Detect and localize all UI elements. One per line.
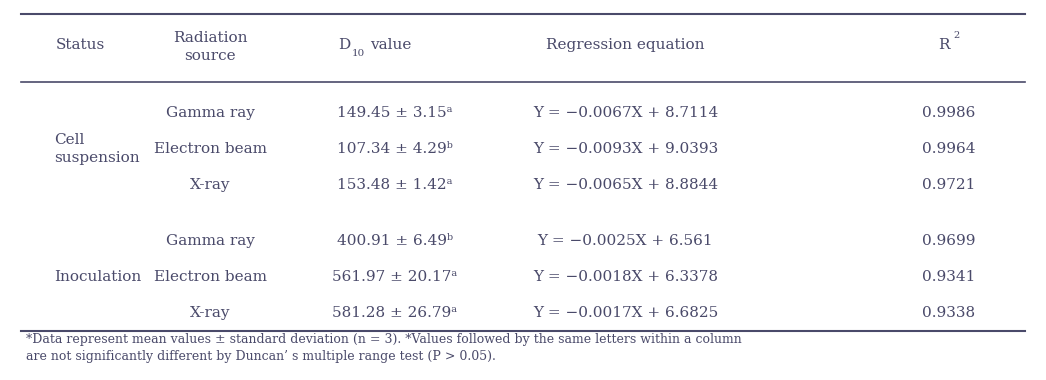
Text: Gamma ray: Gamma ray [166,106,255,120]
Text: 400.91 ± 6.49ᵇ: 400.91 ± 6.49ᵇ [337,234,453,248]
Text: 10: 10 [351,49,365,59]
Text: 0.9721: 0.9721 [922,178,975,192]
Text: Y = −0.0017X + 6.6825: Y = −0.0017X + 6.6825 [532,306,719,320]
Text: 0.9699: 0.9699 [922,234,975,248]
Text: Regression equation: Regression equation [546,38,705,52]
Text: 581.28 ± 26.79ᵃ: 581.28 ± 26.79ᵃ [333,306,457,320]
Text: 0.9338: 0.9338 [922,306,975,320]
Text: Y = −0.0065X + 8.8844: Y = −0.0065X + 8.8844 [533,178,718,192]
Text: X-ray: X-ray [190,178,230,192]
Text: 153.48 ± 1.42ᵃ: 153.48 ± 1.42ᵃ [337,178,453,192]
Text: Inoculation: Inoculation [54,270,142,284]
Text: Radiation
source: Radiation source [173,31,248,63]
Text: 0.9964: 0.9964 [922,142,975,156]
Text: 149.45 ± 3.15ᵃ: 149.45 ± 3.15ᵃ [337,106,453,120]
Text: Electron beam: Electron beam [154,142,267,156]
Text: 0.9341: 0.9341 [922,270,975,284]
Text: 0.9986: 0.9986 [922,106,975,120]
Text: Gamma ray: Gamma ray [166,234,255,248]
Text: Y = −0.0093X + 9.0393: Y = −0.0093X + 9.0393 [532,142,719,156]
Text: are not significantly different by Duncan’ s multiple range test (P > 0.05).: are not significantly different by Dunca… [26,350,496,363]
Text: 2: 2 [954,32,960,40]
Text: R: R [938,38,950,52]
Text: Electron beam: Electron beam [154,270,267,284]
Text: 561.97 ± 20.17ᵃ: 561.97 ± 20.17ᵃ [333,270,457,284]
Text: X-ray: X-ray [190,306,230,320]
Text: value: value [370,38,412,52]
Text: 107.34 ± 4.29ᵇ: 107.34 ± 4.29ᵇ [337,142,453,156]
Text: Y = −0.0025X + 6.561: Y = −0.0025X + 6.561 [538,234,713,248]
Text: Cell
suspension: Cell suspension [54,133,140,165]
Text: Status: Status [55,38,105,52]
Text: D: D [339,38,350,52]
Text: *Data represent mean values ± standard deviation (n = 3). *Values followed by th: *Data represent mean values ± standard d… [26,333,742,347]
Text: Y = −0.0018X + 6.3378: Y = −0.0018X + 6.3378 [533,270,718,284]
Text: Y = −0.0067X + 8.7114: Y = −0.0067X + 8.7114 [532,106,719,120]
